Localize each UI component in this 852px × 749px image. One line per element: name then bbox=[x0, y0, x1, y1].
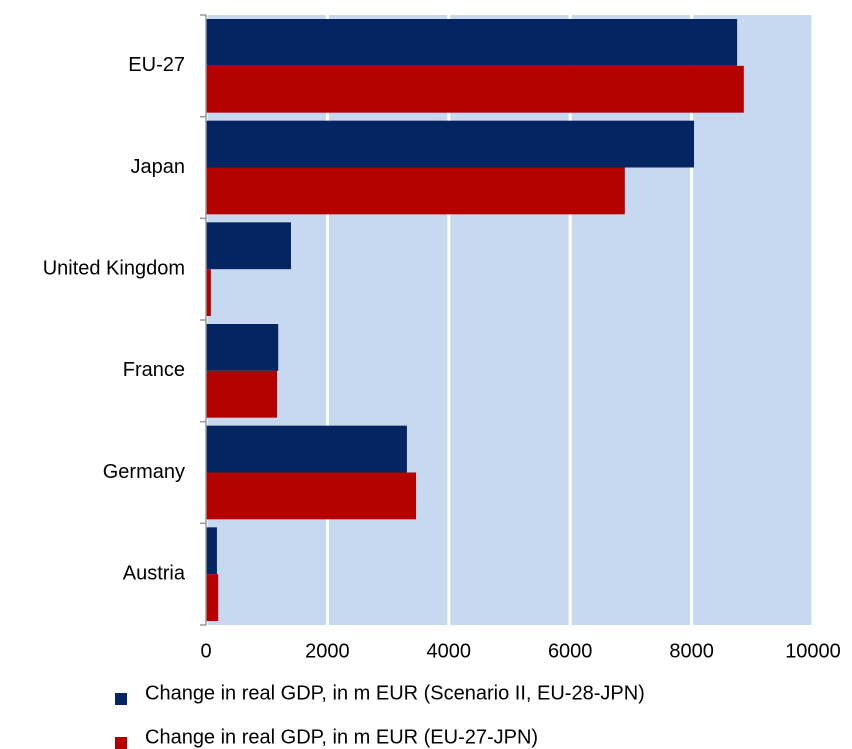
y-tick-label: France bbox=[123, 359, 185, 381]
y-tick-label: Japan bbox=[131, 156, 186, 178]
bar bbox=[206, 425, 407, 473]
bar bbox=[206, 222, 291, 270]
y-tick-label: United Kingdom bbox=[43, 257, 185, 279]
x-tick-label: 0 bbox=[200, 640, 211, 662]
x-tick-label: 2000 bbox=[305, 640, 350, 662]
bar bbox=[206, 120, 695, 168]
bar bbox=[206, 324, 279, 371]
bar bbox=[206, 65, 744, 113]
bar bbox=[206, 167, 625, 215]
x-tick-label: 4000 bbox=[427, 640, 472, 662]
bar bbox=[206, 370, 278, 418]
bar bbox=[206, 472, 417, 520]
legend-swatch bbox=[115, 737, 127, 749]
bar bbox=[206, 527, 217, 575]
y-tick-label: EU-27 bbox=[128, 54, 185, 76]
y-tick-label: Austria bbox=[123, 562, 186, 584]
x-tick-label: 6000 bbox=[548, 640, 593, 662]
legend-swatch bbox=[115, 693, 127, 705]
bar bbox=[206, 574, 219, 621]
x-tick-label: 10000 bbox=[785, 640, 841, 662]
bar bbox=[206, 19, 738, 66]
plot-background bbox=[206, 15, 813, 625]
legend-label: Change in real GDP, in m EUR (EU-27-JPN) bbox=[145, 726, 538, 748]
y-tick-label: Germany bbox=[103, 461, 185, 483]
bar bbox=[206, 269, 211, 316]
x-tick-label: 8000 bbox=[669, 640, 714, 662]
legend-label: Change in real GDP, in m EUR (Scenario I… bbox=[145, 682, 645, 704]
